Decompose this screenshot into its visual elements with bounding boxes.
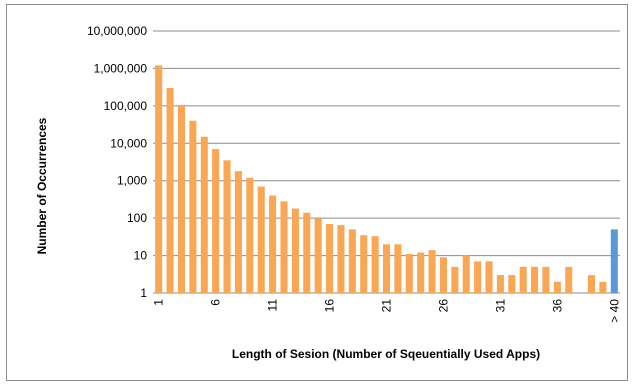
x-tick-label: 31 [493,299,507,313]
y-tick-labels: 1 10 100 1,000 10,000 100,000 1,000,000 10,000,… [87,24,147,300]
bar-25 [428,250,436,293]
x-axis-title: Length of Sesion (Number of Sqeuentially… [232,347,540,361]
bar-39 [587,275,596,293]
bar-30 [485,261,493,293]
bar-12 [280,201,288,293]
x-tick-label: 26 [436,299,450,313]
y-tick-label: 1,000 [117,174,147,188]
bar-10 [257,186,265,293]
bar-33 [519,266,527,293]
x-tick-label: 6 [209,299,223,306]
bar-21 [382,244,391,293]
bar-2 [166,87,174,293]
bar-3 [177,105,186,293]
bar-9 [246,177,254,293]
bar-26 [439,257,447,293]
y-tick-label: 1 [140,286,147,300]
bar-35 [542,266,550,293]
bar-1 [155,65,163,293]
y-tick-label: 10 [134,249,148,263]
gridlines [153,30,620,294]
bar-13 [291,208,299,293]
bar-31 [496,275,504,293]
bar-14 [303,212,311,293]
bar-37 [565,266,573,293]
bar-7 [223,160,231,293]
bar-4 [189,120,197,294]
chart-frame [6,4,628,381]
y-axis-title: Number of Occurrences [35,117,49,254]
x-tick-labels: 1 6 11 16 21 26 31 36 > 40 [152,299,622,323]
bar-34 [531,266,539,293]
bar-22 [394,244,402,293]
bar-18 [348,229,356,293]
bar-15 [314,218,322,293]
y-tick-label: 1,000,000 [94,61,148,75]
bar-40 [599,281,607,293]
bar-23 [405,254,413,293]
bar-20 [371,236,379,293]
x-tick-label: 1 [152,299,166,306]
bar-11 [269,195,277,293]
y-tick-label: 100,000 [104,99,148,113]
bar-40 [610,229,618,293]
x-tick-label: 11 [266,299,280,312]
bar-16 [326,223,334,293]
x-tick-label: 21 [380,299,394,313]
bar-19 [360,235,368,293]
y-tick-label: 10,000 [110,136,147,150]
x-tick-label: > 40 [607,299,621,323]
bars [155,65,618,294]
bar-17 [337,225,345,293]
bar-32 [508,275,516,293]
bar-5 [200,136,208,293]
bar-6 [212,149,220,293]
bar-27 [451,266,459,293]
x-tick-label: 16 [323,299,337,313]
y-tick-label: 10,000,000 [87,24,147,38]
x-tick-label: 36 [550,299,564,313]
bar-36 [553,281,561,293]
y-tick-label: 100 [127,211,147,225]
bar-24 [417,252,425,293]
bar-8 [234,171,242,293]
bar-29 [474,261,482,293]
bar-28 [462,255,470,293]
